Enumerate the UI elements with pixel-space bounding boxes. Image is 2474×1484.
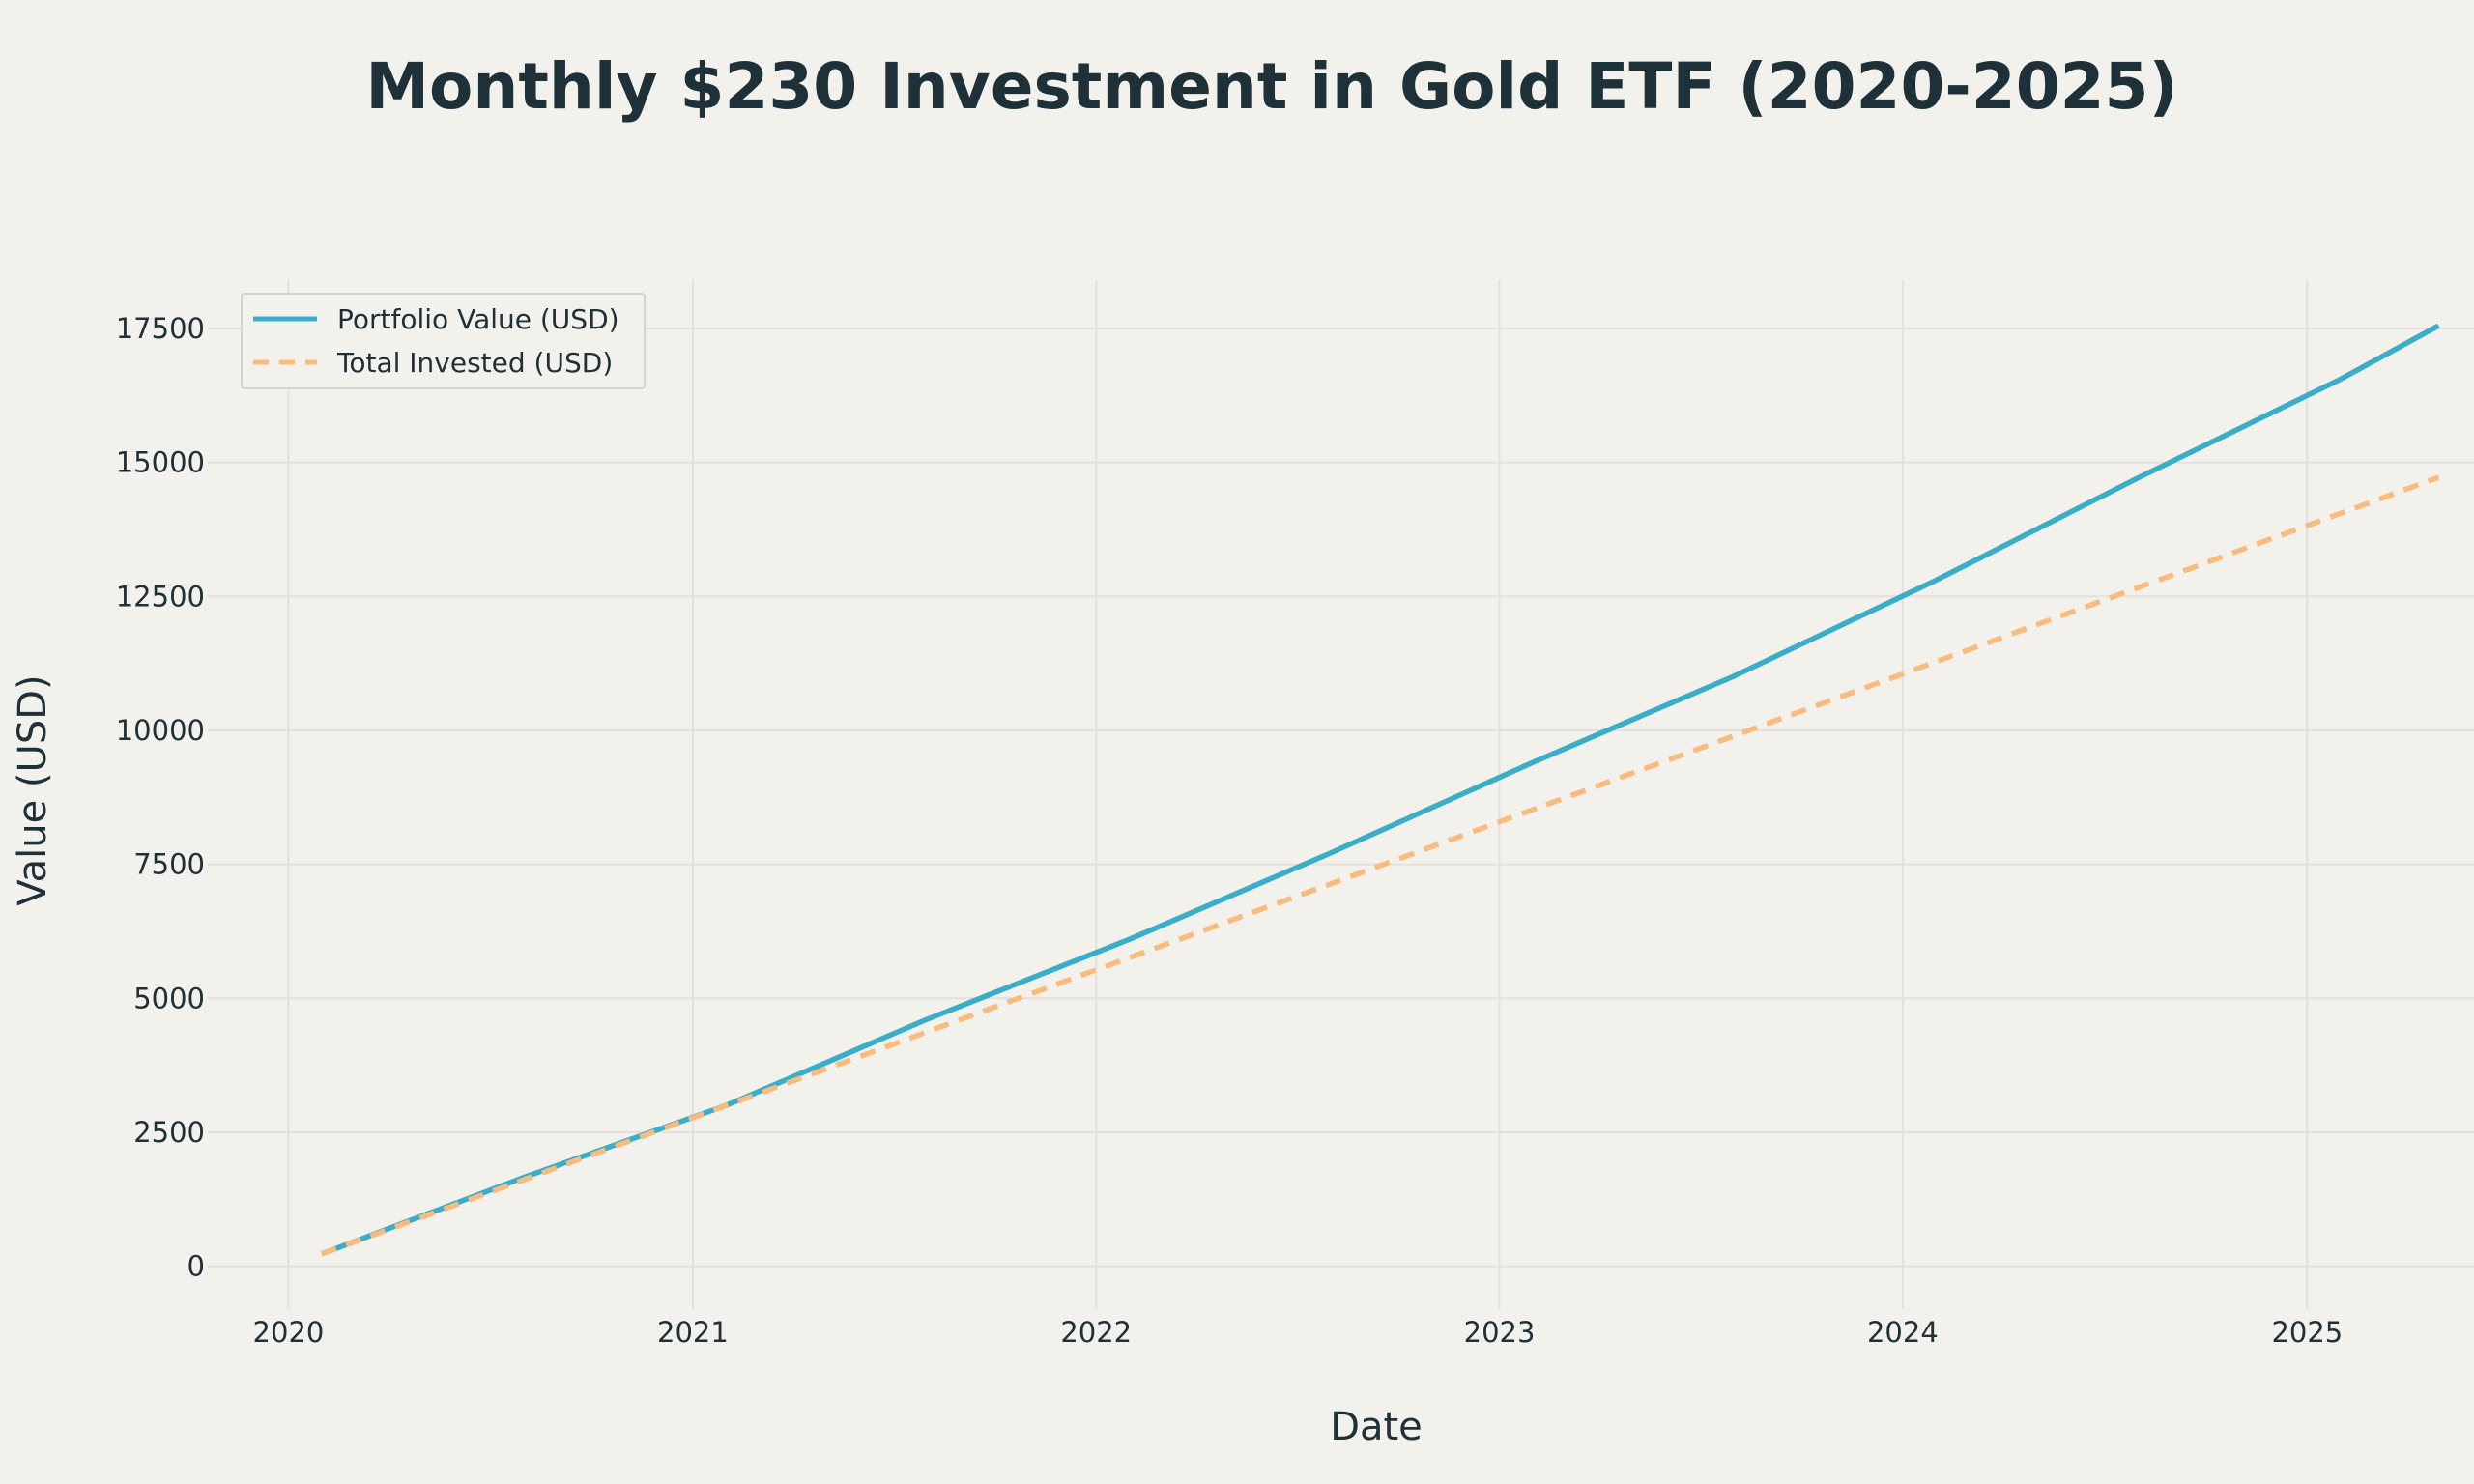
y-axis-title: Value (USD) — [11, 674, 55, 905]
x-axis-title: Date — [1330, 1405, 1423, 1449]
x-tick-label: 2020 — [253, 1316, 325, 1349]
legend-box — [241, 293, 646, 389]
x-tick-label: 2023 — [1464, 1316, 1536, 1349]
legend-label: Portfolio Value (USD) — [337, 303, 619, 335]
y-tick-label: 12500 — [116, 580, 205, 613]
x-tick-label: 2021 — [657, 1316, 729, 1349]
grid-layer — [208, 280, 2474, 1309]
y-tick-label: 7500 — [133, 848, 205, 881]
x-tick-label: 2025 — [2271, 1316, 2343, 1349]
legend-label: Total Invested (USD) — [336, 347, 613, 379]
total-invested-line — [320, 474, 2440, 1257]
legend: Portfolio Value (USD) Total Invested (USD… — [241, 293, 646, 389]
y-tick-label: 17500 — [116, 312, 205, 345]
tick-labels: 0 2500 5000 7500 10000 12500 15000 17500 2020 202… — [116, 312, 2344, 1349]
portfolio-value-line — [320, 323, 2440, 1257]
y-tick-label: 15000 — [116, 446, 205, 479]
x-tick-label: 2022 — [1060, 1316, 1132, 1349]
series-layer — [320, 323, 2440, 1257]
y-tick-label: 0 — [187, 1250, 205, 1283]
chart-title: Monthly $230 Investment in Gold ETF (202… — [365, 49, 2177, 124]
x-tick-label: 2024 — [1867, 1316, 1939, 1349]
y-tick-label: 2500 — [133, 1116, 205, 1149]
y-tick-label: 10000 — [116, 714, 205, 747]
y-tick-label: 5000 — [133, 982, 205, 1014]
